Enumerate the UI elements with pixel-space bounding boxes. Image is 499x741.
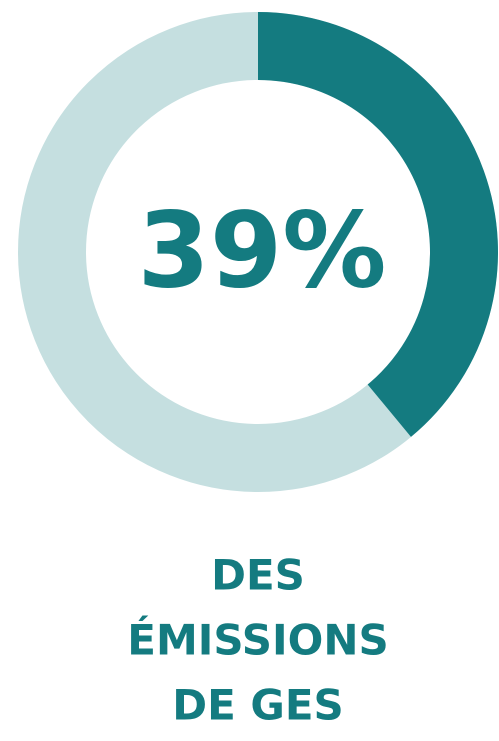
caption-line: DES xyxy=(211,551,305,600)
caption-line: ÉMISSIONS xyxy=(127,615,388,665)
value-label: 39% xyxy=(138,189,387,311)
donut-segment xyxy=(257,12,498,437)
caption-line: DE GES xyxy=(172,681,344,730)
